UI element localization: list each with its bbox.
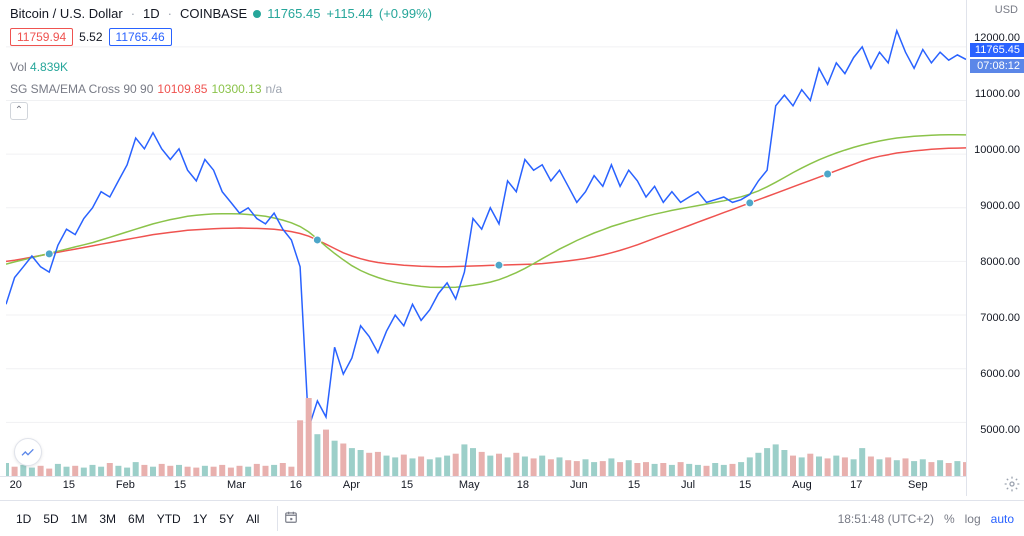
x-tick-label: Jul (681, 479, 695, 491)
y-axis[interactable]: USD 12000.0011000.0010000.009000.008000.… (966, 0, 1024, 496)
tf-1y[interactable]: 1Y (187, 508, 214, 530)
price-change: +115.44 (326, 6, 372, 21)
y-tick-label: 8000.00 (980, 256, 1020, 268)
y-axis-unit: USD (995, 4, 1018, 16)
y-tick-label: 9000.00 (980, 200, 1020, 212)
x-tick-label: May (459, 479, 480, 491)
tf-3m[interactable]: 3M (93, 508, 122, 530)
sep: · (131, 6, 135, 21)
x-tick-label: 20 (10, 479, 22, 491)
settings-icon[interactable] (1004, 476, 1020, 492)
x-tick-label: Jun (570, 479, 588, 491)
log-button[interactable]: log (965, 512, 981, 526)
last-price: 11765.45 (267, 6, 320, 21)
timeframe-buttons: 1D5D1M3M6MYTD1Y5YAll (10, 508, 265, 530)
x-tick-label: 15 (739, 479, 751, 491)
symbol-name[interactable]: Bitcoin / U.S. Dollar (10, 6, 123, 21)
x-tick-label: 15 (628, 479, 640, 491)
clock-time[interactable]: 18:51:48 (UTC+2) (838, 512, 934, 526)
exchange: COINBASE (180, 6, 247, 21)
tf-6m[interactable]: 6M (122, 508, 151, 530)
x-tick-label: Aug (792, 479, 812, 491)
tf-ytd[interactable]: YTD (151, 508, 187, 530)
y-tick-label: 11000.00 (975, 88, 1020, 100)
y-tick-label: 10000.00 (974, 144, 1020, 156)
auto-button[interactable]: auto (991, 512, 1014, 526)
tf-all[interactable]: All (240, 508, 265, 530)
x-tick-label: Apr (343, 479, 360, 491)
auto-scale-button[interactable] (14, 438, 42, 466)
x-tick-label: 18 (517, 479, 529, 491)
y-tick-label: 7000.00 (980, 312, 1020, 324)
interval[interactable]: 1D (143, 6, 160, 21)
goto-date-button[interactable] (277, 506, 304, 531)
price-axis-tag: 11765.45 (970, 43, 1024, 57)
x-tick-label: 17 (850, 479, 862, 491)
y-tick-label: 5000.00 (980, 424, 1020, 436)
market-status-dot (253, 10, 261, 18)
pct-button[interactable]: % (944, 512, 955, 526)
x-axis[interactable]: 20 15 Feb 15 Mar 16 Apr 15 May 18 Jun 15 Jul 15 Aug 17 S… (0, 476, 966, 496)
x-tick-label: Mar (227, 479, 246, 491)
x-tick-label: 15 (401, 479, 413, 491)
y-tick-label: 6000.00 (980, 368, 1020, 380)
price-change-pct: (+0.99%) (379, 6, 432, 21)
tf-1m[interactable]: 1M (65, 508, 94, 530)
x-tick-label: Sep (908, 479, 928, 491)
bottom-toolbar: 1D5D1M3M6MYTD1Y5YAll 18:51:48 (UTC+2) % … (0, 500, 1024, 536)
tf-5y[interactable]: 5Y (213, 508, 240, 530)
countdown-tag: 07:08:12 (970, 59, 1024, 73)
tf-1d[interactable]: 1D (10, 508, 37, 530)
x-tick-label: 15 (63, 479, 75, 491)
volume-bars (6, 396, 966, 476)
sep: · (168, 6, 172, 21)
tf-5d[interactable]: 5D (37, 508, 64, 530)
x-tick-label: 16 (290, 479, 302, 491)
x-tick-label: Feb (116, 479, 135, 491)
x-tick-label: 15 (174, 479, 186, 491)
